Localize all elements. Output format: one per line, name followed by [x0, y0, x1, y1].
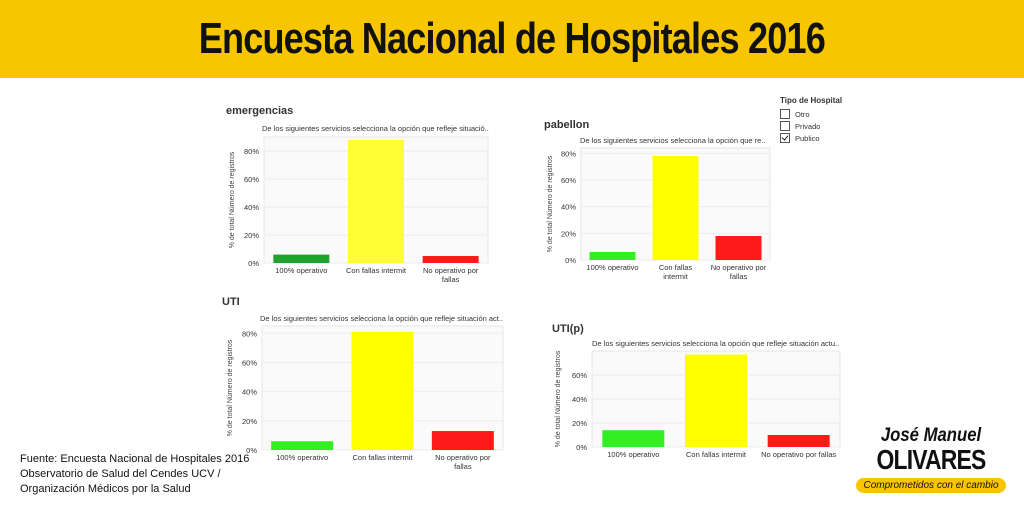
y-tick-label: 60% [572, 371, 587, 380]
checkbox-otro[interactable] [780, 109, 790, 119]
source-line-1: Fuente: Encuesta Nacional de Hospitales … [20, 453, 250, 465]
y-tick-label: 40% [561, 203, 576, 212]
y-tick-label: 40% [572, 395, 587, 404]
legend-label-publico: Publico [795, 133, 820, 143]
legend-label-privado: Privado [795, 121, 821, 131]
chart-0: emergencias De los siguientes servicios s… [226, 105, 489, 284]
y-tick-label: 80% [242, 329, 257, 338]
legend-item-publico[interactable]: Publico [780, 132, 842, 144]
y-tick-label: 0% [248, 259, 259, 268]
checkbox-privado[interactable] [780, 121, 790, 131]
x-category-label: No operativo por [423, 266, 479, 275]
x-category-label: 100% operativo [275, 266, 327, 275]
y-axis-title: % de total Número de registros [227, 339, 234, 436]
x-category-label: fallas [454, 462, 472, 471]
y-tick-label: 60% [244, 175, 259, 184]
x-category-label: 100% operativo [607, 450, 659, 459]
chart-title: UTI(p) [552, 323, 584, 335]
y-tick-label: 0% [246, 446, 257, 455]
brand-last-name: OLIVARES [876, 444, 986, 475]
chart-title: pabellon [544, 119, 590, 131]
bar-no-operativo-por-fallas [431, 431, 494, 450]
bar-con-fallas-intermit [348, 139, 404, 263]
x-category-label: Con fallas [659, 263, 693, 272]
header-banner: Encuesta Nacional de Hospitales 2016 [0, 0, 1024, 78]
x-category-label: Con fallas intermit [352, 453, 413, 462]
hospital-type-legend: Tipo de Hospital Otro Privado Publico [780, 96, 842, 144]
x-category-label: intermit [663, 272, 689, 281]
y-tick-label: 0% [576, 443, 587, 452]
brand-logo: José Manuel OLIVARES Comprometidos con e… [856, 426, 1006, 493]
bar-no-operativo-por-fallas [422, 256, 479, 263]
y-tick-label: 20% [572, 419, 587, 428]
y-tick-label: 0% [565, 256, 576, 265]
bar-100-operativo [589, 252, 636, 260]
chart-3: UTI(p) De los siguientes servicios selecc… [552, 323, 841, 459]
x-category-label: Con fallas intermit [346, 266, 407, 275]
bar-con-fallas-intermit [652, 156, 699, 260]
y-tick-label: 40% [244, 203, 259, 212]
legend-item-privado[interactable]: Privado [780, 120, 842, 132]
bar-no-operativo-por-fallas [715, 236, 762, 260]
source-line-3: Organización Médicos por la Salud [20, 483, 191, 495]
page-title: Encuesta Nacional de Hospitales 2016 [198, 14, 826, 63]
x-category-label: 100% operativo [276, 453, 328, 462]
x-category-label: 100% operativo [586, 263, 638, 272]
y-tick-label: 80% [244, 147, 259, 156]
y-axis-title: % de total Número de registros [229, 151, 236, 248]
y-tick-label: 40% [242, 388, 257, 397]
bar-con-fallas-intermit [685, 354, 747, 447]
legend-item-otro[interactable]: Otro [780, 108, 842, 120]
y-tick-label: 80% [561, 149, 576, 158]
y-tick-label: 20% [242, 417, 257, 426]
bar-100-operativo [271, 441, 334, 450]
chart-subtitle: De los siguientes servicios selecciona l… [262, 124, 489, 133]
legend-title: Tipo de Hospital [780, 96, 843, 105]
x-category-label: No operativo por [711, 263, 767, 272]
x-category-label: fallas [442, 275, 460, 284]
y-tick-label: 20% [561, 229, 576, 238]
chart-title: emergencias [226, 105, 293, 117]
chart-2: UTI De los siguientes servicios seleccion… [222, 296, 504, 471]
bar-con-fallas-intermit [351, 331, 414, 450]
x-category-label: No operativo por fallas [761, 450, 836, 459]
y-axis-title: % de total Número de registros [555, 350, 562, 447]
x-category-label: fallas [730, 272, 748, 281]
legend-label-otro: Otro [795, 109, 810, 119]
chart-title: UTI [222, 296, 240, 308]
y-tick-label: 60% [242, 358, 257, 367]
y-tick-label: 20% [244, 231, 259, 240]
x-category-label: No operativo por [435, 453, 491, 462]
brand-slogan: Comprometidos con el cambio [856, 478, 1006, 493]
chart-subtitle: De los siguientes servicios selecciona l… [580, 136, 766, 145]
bar-100-operativo [602, 430, 665, 447]
chart-subtitle: De los siguientes servicios selecciona l… [260, 314, 503, 323]
checkbox-publico[interactable] [780, 133, 790, 143]
bar-no-operativo-por-fallas [767, 435, 830, 447]
x-category-label: Con fallas intermit [686, 450, 747, 459]
y-tick-label: 60% [561, 176, 576, 185]
bar-100-operativo [273, 254, 330, 263]
chart-subtitle: De los siguientes servicios selecciona l… [592, 339, 839, 348]
brand-first-name: José Manuel [880, 425, 982, 446]
source-note: Fuente: Encuesta Nacional de Hospitales … [20, 452, 249, 497]
chart-1: pabellon De los siguientes servicios sele… [544, 119, 771, 281]
y-axis-title: % de total Número de registros [547, 155, 554, 252]
source-line-2: Observatorio de Salud del Cendes UCV / [20, 468, 221, 480]
